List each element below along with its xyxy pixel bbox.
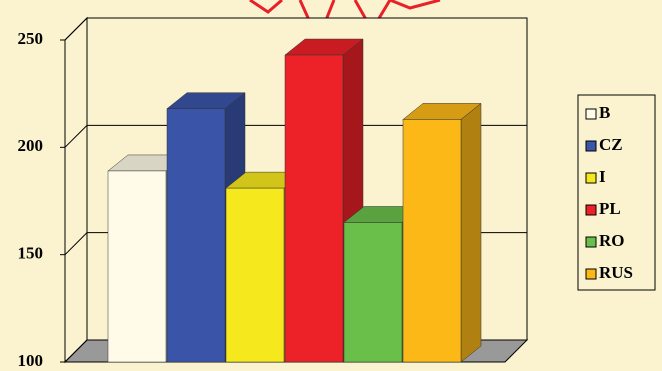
legend: B CZ I PL RO RUS <box>577 94 656 291</box>
bar <box>402 102 482 363</box>
legend-swatch <box>585 236 597 248</box>
grid-line <box>64 17 527 41</box>
legend-label: RO <box>599 231 625 250</box>
legend-box <box>577 94 656 291</box>
bar-front <box>284 54 344 363</box>
side-wall <box>64 16 88 364</box>
bar-front <box>225 187 285 363</box>
legend-swatch <box>585 268 597 280</box>
legend-swatch <box>585 108 597 120</box>
bar-front <box>343 222 403 363</box>
bar-side <box>460 102 482 363</box>
legend-label: I <box>599 167 606 186</box>
y-tick-label: 200 <box>18 136 44 155</box>
y-tick-label: 150 <box>18 244 44 263</box>
legend-label: RUS <box>599 263 633 282</box>
legend-swatch <box>585 204 597 216</box>
legend-swatch <box>585 172 597 184</box>
grid-line <box>64 124 527 148</box>
bar-front <box>107 170 167 363</box>
y-tick-label: 250 <box>18 29 44 48</box>
y-tick-label: 100 <box>18 351 44 370</box>
legend-label: CZ <box>599 135 623 154</box>
legend-label: B <box>599 103 610 122</box>
legend-swatch <box>585 140 597 152</box>
bar-front <box>402 119 462 363</box>
legend-label: PL <box>599 199 621 218</box>
bar-front <box>166 108 226 363</box>
